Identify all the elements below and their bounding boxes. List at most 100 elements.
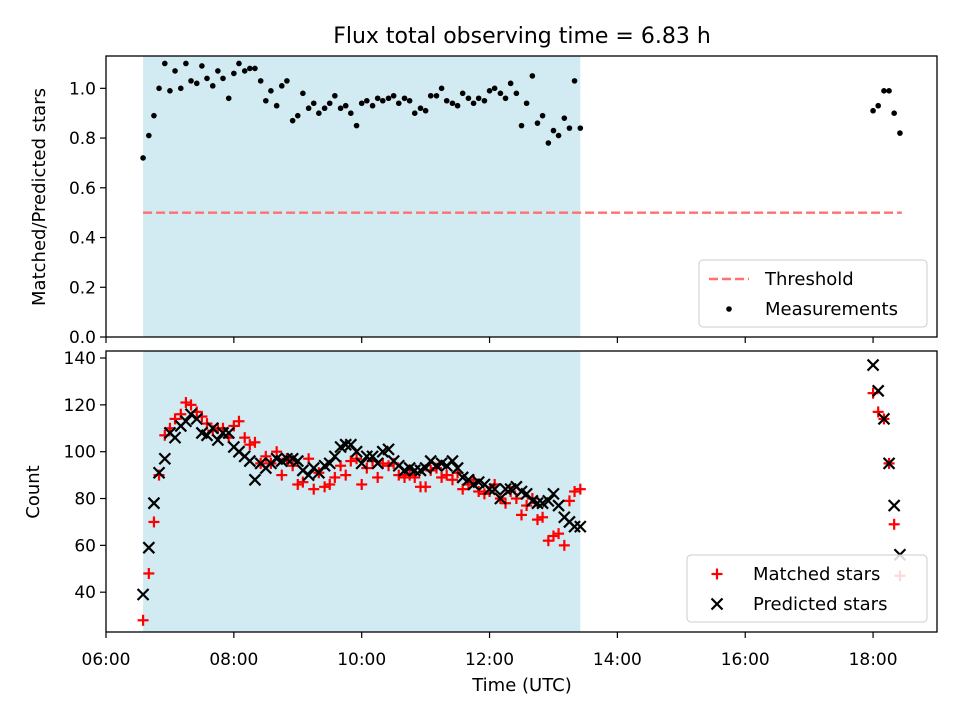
measurement-point [220, 75, 226, 82]
measurement-point [881, 88, 887, 94]
matched-star-point [872, 406, 884, 418]
measurement-point [140, 155, 146, 161]
measurement-point [188, 78, 194, 84]
matched-star-point [260, 450, 272, 462]
measurement-point [167, 88, 173, 94]
measurement-point [177, 85, 184, 92]
bottom-y-tick-label: 40 [74, 583, 96, 603]
measurement-point [374, 95, 381, 102]
measurement-point [193, 80, 200, 87]
measurement-point [534, 120, 541, 126]
legend-measurement-swatch [726, 306, 732, 312]
measurement-point [438, 85, 445, 92]
predicted-star-point [323, 457, 337, 470]
predicted-star-point [866, 358, 880, 372]
top-panel: 0.0 0.2 0.4 0.6 0.8 1.0 Threshold Measurements [69, 55, 938, 348]
legend-matched-swatch [711, 568, 723, 580]
measurement-point [369, 102, 376, 109]
measurement-point [247, 65, 253, 72]
measurement-point [289, 117, 296, 124]
bottom-legend-label: Matched stars [753, 564, 880, 585]
predicted-star-point [168, 431, 182, 444]
matched-star-point [441, 469, 453, 481]
predicted-star-point [222, 426, 236, 440]
top-legend: Threshold Measurements [698, 259, 928, 328]
predicted-star-point [147, 496, 161, 510]
matched-star-point [335, 460, 347, 472]
measurement-point [332, 92, 338, 99]
predicted-star-point [136, 588, 150, 601]
predicted-star-point [494, 492, 507, 505]
matched-star-point [180, 397, 192, 409]
predicted-star-point [408, 464, 422, 477]
predicted-star-point [542, 494, 555, 508]
matched-star-point [137, 614, 149, 626]
measurement-point [897, 130, 903, 136]
measurement-point [513, 90, 520, 97]
matched-star-point [516, 509, 527, 521]
matched-star-point [340, 469, 352, 481]
predicted-star-point [350, 445, 363, 458]
measurement-point [539, 112, 546, 119]
bottom-y-axis-label: Count [23, 465, 44, 518]
bottom-axes-frame [105, 350, 938, 633]
predicted-star-point [158, 452, 172, 465]
top-y-tick-label: 0.4 [69, 229, 96, 249]
matched-star-point [308, 483, 320, 495]
measurement-point [241, 68, 248, 74]
predicted-star-point [243, 454, 257, 468]
top-y-tick-label: 0.0 [69, 328, 96, 348]
bottom-legend-label: Predicted stars [753, 594, 887, 615]
predicted-star-point [483, 482, 496, 496]
measurement-point [321, 105, 328, 112]
predicted-star-point [488, 482, 501, 496]
matched-star-point [563, 495, 575, 507]
top-y-tick-label: 0.2 [69, 278, 96, 298]
measurement-point [199, 63, 205, 69]
top-y-tick-label: 0.8 [69, 129, 96, 149]
top-observing-span [143, 56, 581, 337]
predicted-star-point [360, 450, 374, 463]
predicted-star-point [355, 457, 368, 470]
measurement-point [268, 88, 274, 94]
measurement-point [294, 112, 301, 119]
measurement-point [875, 102, 881, 109]
x-tick-label: 10:00 [337, 650, 386, 670]
matched-star-point [239, 432, 251, 444]
measurement-point [555, 132, 562, 139]
measurement-point [481, 97, 488, 104]
measurement-point [252, 65, 258, 72]
matched-star-point [547, 530, 559, 542]
measurement-point [310, 100, 317, 107]
measurement-point [305, 105, 312, 112]
matched-star-point [531, 514, 543, 526]
measurement-point [454, 102, 461, 109]
x-axis-label: Time (UTC) [471, 675, 572, 696]
measurement-point [337, 105, 344, 112]
measurement-point [561, 115, 568, 121]
measurement-point [566, 125, 573, 131]
bottom-panel: 40 60 80 100 120 140 Matched stars Predicted st… [64, 349, 938, 638]
predicted-star-point [152, 466, 166, 480]
measurement-point [156, 85, 162, 92]
matched-star-point [537, 511, 549, 523]
predicted-star-point [499, 482, 512, 496]
matched-star-point [276, 469, 288, 481]
matched-star-point [436, 471, 448, 483]
predicted-star-point [531, 496, 544, 510]
matched-star-point [372, 471, 384, 483]
x-tick-label: 12:00 [465, 650, 514, 670]
predicted-star-point [568, 520, 581, 533]
measurement-point [433, 92, 440, 99]
x-tick-label: 18:00 [849, 650, 898, 670]
predicted-star-point [451, 461, 464, 475]
matched-star-point [446, 474, 458, 486]
measurement-point [231, 70, 237, 77]
measurement-point [411, 110, 418, 116]
measurement-point [523, 100, 530, 107]
matched-star-point [319, 481, 331, 493]
top-axes-frame [105, 55, 938, 338]
matched-star-point [510, 493, 522, 505]
top-legend-label: Threshold [764, 269, 854, 290]
